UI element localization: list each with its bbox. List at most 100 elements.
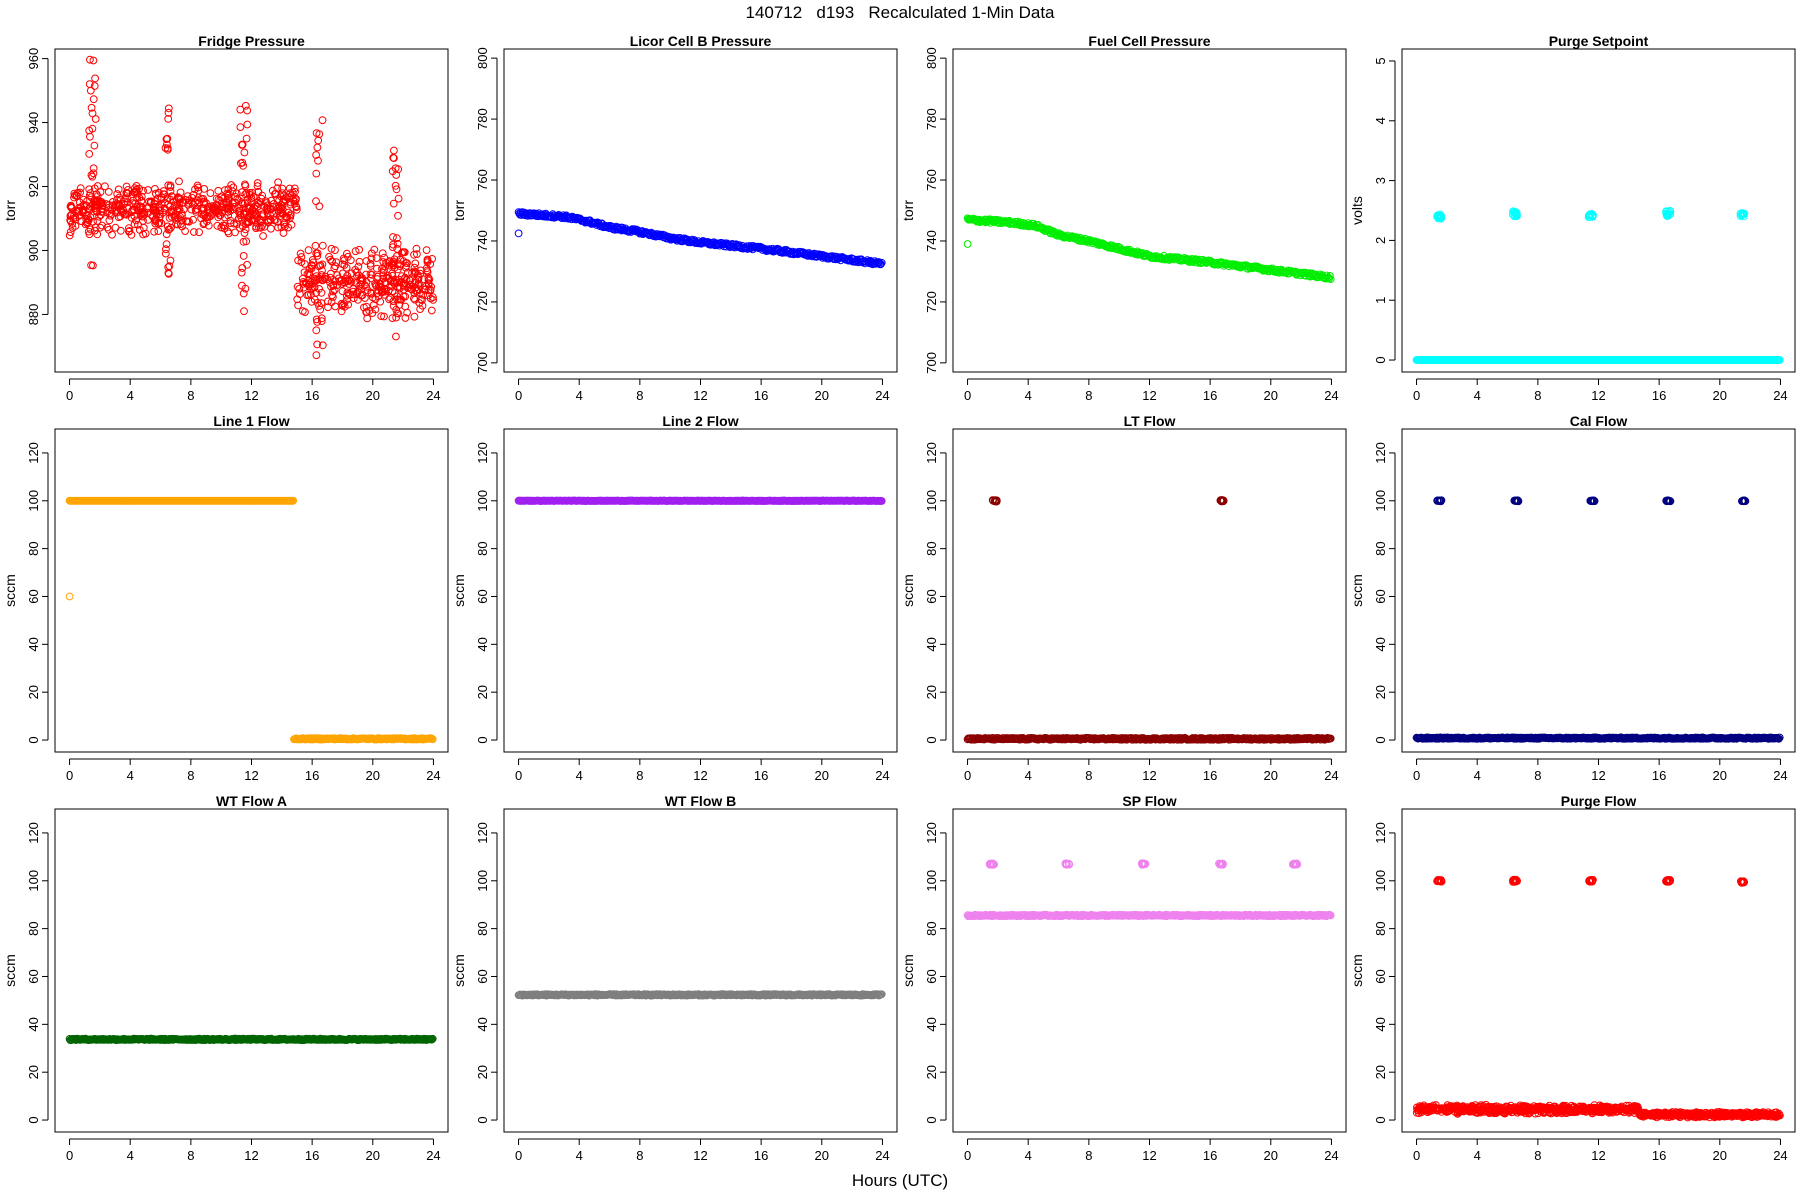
data-point [377,312,386,321]
data-point [318,341,327,350]
x-tick-label: 0 [964,768,971,783]
panel-title: Fuel Cell Pressure [1088,33,1210,49]
data-points [1412,207,1784,364]
y-tick-label: 120 [1373,442,1388,464]
x-tick-label: 8 [636,768,643,783]
data-point [204,203,213,211]
data-point [318,266,326,275]
data-point [429,293,437,302]
data-point [69,214,78,223]
data-point [295,284,304,293]
data-point [411,295,420,304]
data-point [214,195,223,204]
x-tick-label: 0 [66,388,73,403]
y-tick-label: 120 [924,442,939,464]
data-point [236,105,245,114]
data-point [296,249,305,258]
data-point [312,351,321,360]
data-point [239,237,248,246]
data-point [528,211,537,220]
data-point [381,279,390,288]
data-point [246,203,255,212]
plot-frame [54,48,449,373]
data-point [157,200,166,209]
data-point [317,288,326,297]
data-point [137,196,146,205]
data-point [393,295,402,304]
data-point [93,217,102,225]
data-point [268,208,276,217]
x-tick-label: 16 [1652,388,1666,403]
data-point [259,232,268,240]
x-tick-label: 12 [244,388,258,403]
data-point [165,208,174,217]
data-point [238,188,246,197]
y-tick-label: 20 [1373,685,1388,699]
data-point [318,241,327,250]
data-point [403,284,412,292]
data-point [424,273,433,282]
data-point [139,216,147,225]
data-point [252,211,261,220]
data-point [134,206,143,215]
data-point [425,275,434,284]
data-point [224,227,232,236]
data-point [103,208,111,217]
data-point [224,211,233,220]
data-point [271,189,280,198]
data-point [371,295,380,304]
data-point [86,86,95,95]
data-point [428,255,437,263]
data-point [89,207,98,216]
y-tick-label: 60 [1373,589,1388,603]
data-point [164,104,173,113]
data-point [115,202,124,211]
data-point [113,190,122,198]
data-point [108,230,116,239]
data-point [390,146,398,155]
data-point [89,169,98,178]
data-point [200,185,209,193]
data-point [241,199,249,208]
data-point [87,193,96,202]
x-tick-label: 0 [1413,388,1420,403]
y-axis-label: sccm [1349,574,1365,607]
y-tick-label: 0 [924,736,939,743]
x-tick-label: 8 [1085,388,1092,403]
data-point [151,185,159,193]
data-point [197,194,206,203]
data-point [75,198,84,207]
data-point [357,284,366,293]
data-point [414,280,422,289]
data-point [75,206,84,215]
y-tick-label: 700 [475,352,490,374]
data-point [337,307,346,316]
x-tick-label: 20 [366,768,380,783]
data-point [154,227,163,236]
y-tick-label: 900 [26,240,41,262]
data-points [963,214,1335,284]
data-point [123,194,131,203]
y-tick-label: 100 [26,490,41,512]
y-tick-label: 40 [1373,637,1388,651]
x-tick-label: 24 [1773,768,1787,783]
x-tick-label: 20 [815,388,829,403]
data-point [162,240,171,249]
data-point [260,222,269,231]
data-point [219,221,228,230]
y-tick-label: 60 [924,589,939,603]
data-point [360,303,368,312]
data-point [267,205,276,214]
data-point [107,210,116,218]
x-tick-label: 4 [576,388,583,403]
data-point [1324,273,1333,282]
data-point [309,258,318,267]
data-point [240,209,248,218]
x-tick-label: 20 [1713,388,1727,403]
y-tick-label: 0 [26,1116,41,1123]
data-point [229,183,238,192]
x-tick-label: 20 [1264,768,1278,783]
